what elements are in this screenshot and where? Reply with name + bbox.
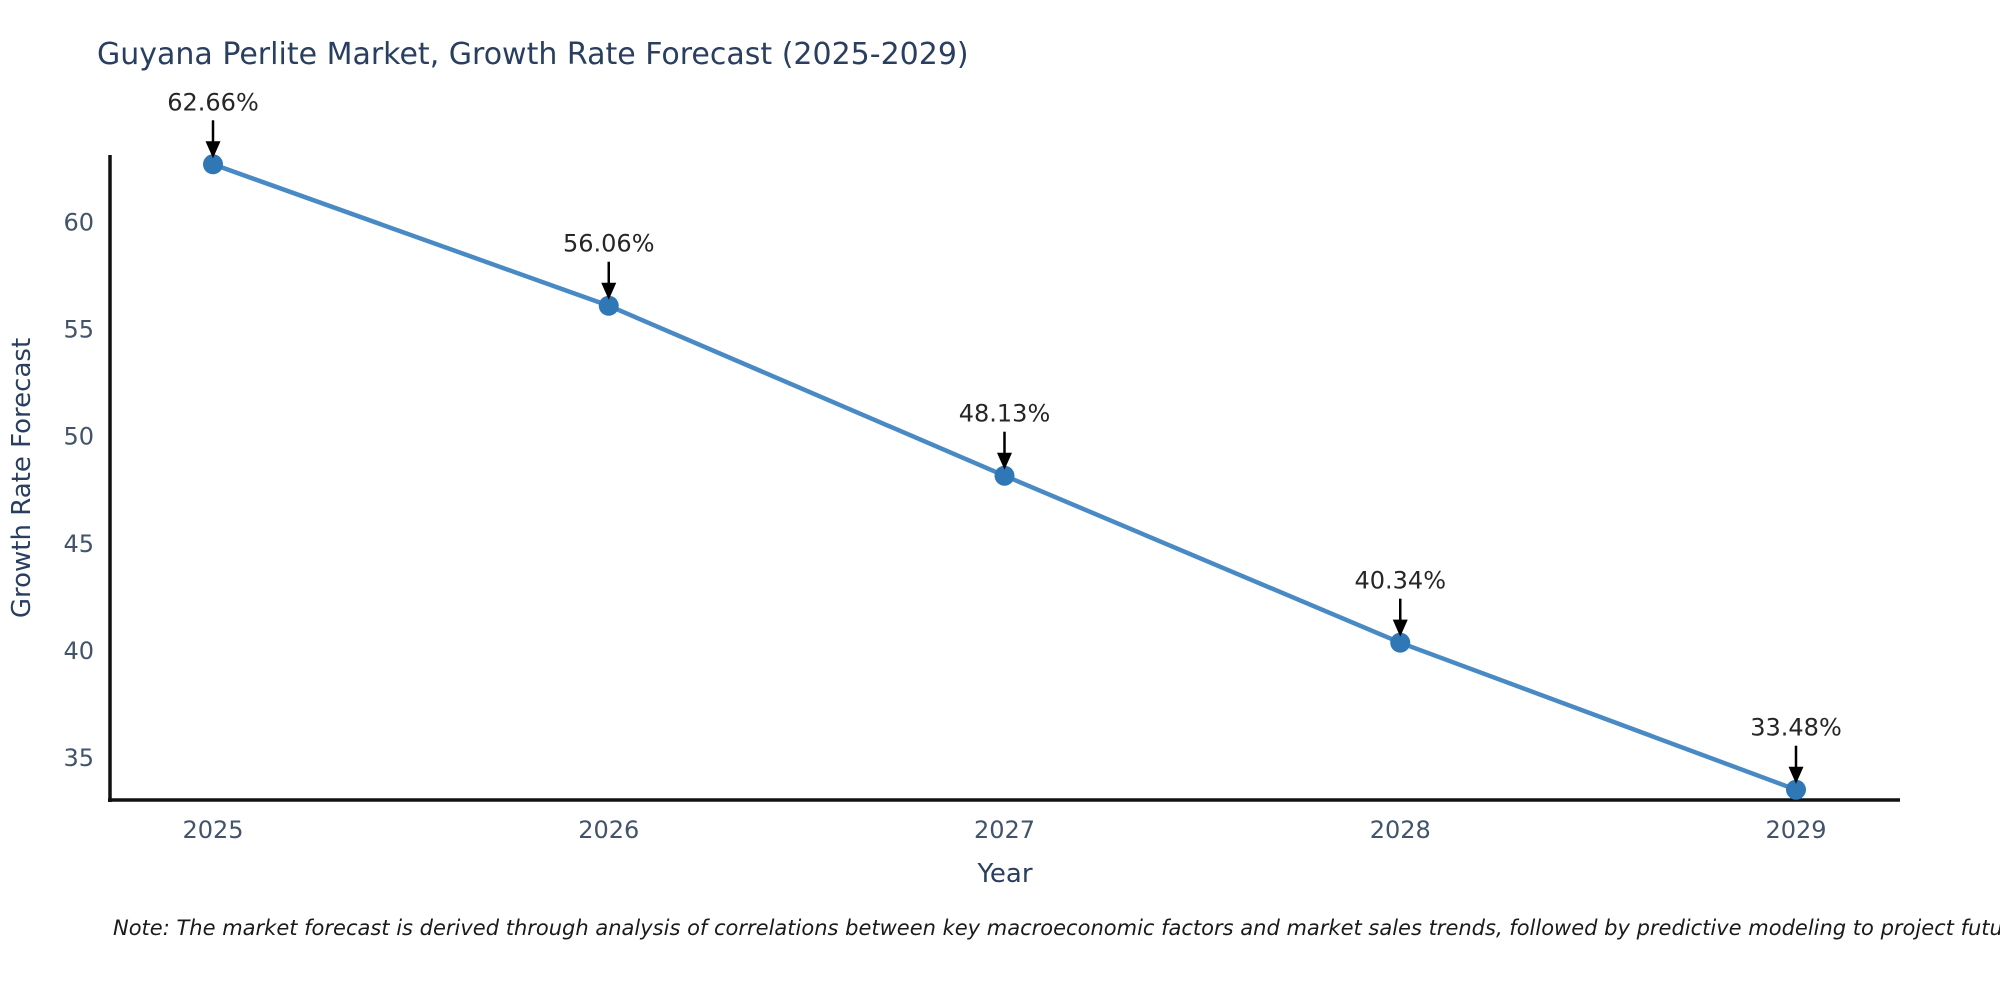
annotation-arrowhead (997, 452, 1012, 470)
y-tick-label: 40 (63, 637, 94, 665)
data-point-label: 48.13% (959, 400, 1051, 428)
annotation-arrowhead (1392, 619, 1408, 637)
data-point-label: 33.48% (1750, 714, 1842, 742)
series-layer (203, 154, 1806, 800)
y-tick-label: 60 (63, 208, 94, 236)
x-tick-label: 2027 (974, 816, 1035, 844)
annotation-arrowhead (601, 282, 617, 300)
data-point-label: 56.06% (563, 230, 655, 258)
y-tick-label: 45 (63, 530, 94, 558)
data-point-label: 62.66% (167, 88, 259, 116)
y-tick-label: 55 (63, 315, 94, 343)
annotation-arrowhead (205, 141, 221, 159)
x-tick-label: 2026 (578, 816, 639, 844)
x-tick-label: 2029 (1765, 816, 1826, 844)
data-point-label: 40.34% (1354, 567, 1446, 595)
data-point-marker (1786, 779, 1806, 800)
x-axis-label: Year (976, 859, 1032, 889)
chart-title: Guyana Perlite Market, Growth Rate Forec… (97, 37, 969, 72)
x-tick-label: 2025 (182, 816, 243, 844)
data-point-marker (994, 465, 1015, 486)
annotation-layer: 62.66% 56.06% 48.13% 40.34% 33.48% (167, 88, 1842, 784)
y-tick-label: 50 (63, 423, 94, 451)
data-point-marker (203, 154, 223, 175)
data-point-marker (1390, 632, 1411, 653)
x-tick-label: 2028 (1370, 816, 1431, 844)
footnote: Note: The market forecast is derived thr… (113, 916, 2000, 940)
growth-rate-chart: Guyana Perlite Market, Growth Rate Forec… (7, 37, 1900, 889)
annotation-arrowhead (1788, 766, 1804, 784)
axes-layer: 35 40 45 50 55 60 2025 2026 2027 2028 2029 (63, 155, 1900, 844)
y-tick-label: 35 (63, 744, 94, 772)
data-point-marker (598, 295, 619, 316)
y-axis-label: Growth Rate Forecast (7, 338, 37, 618)
